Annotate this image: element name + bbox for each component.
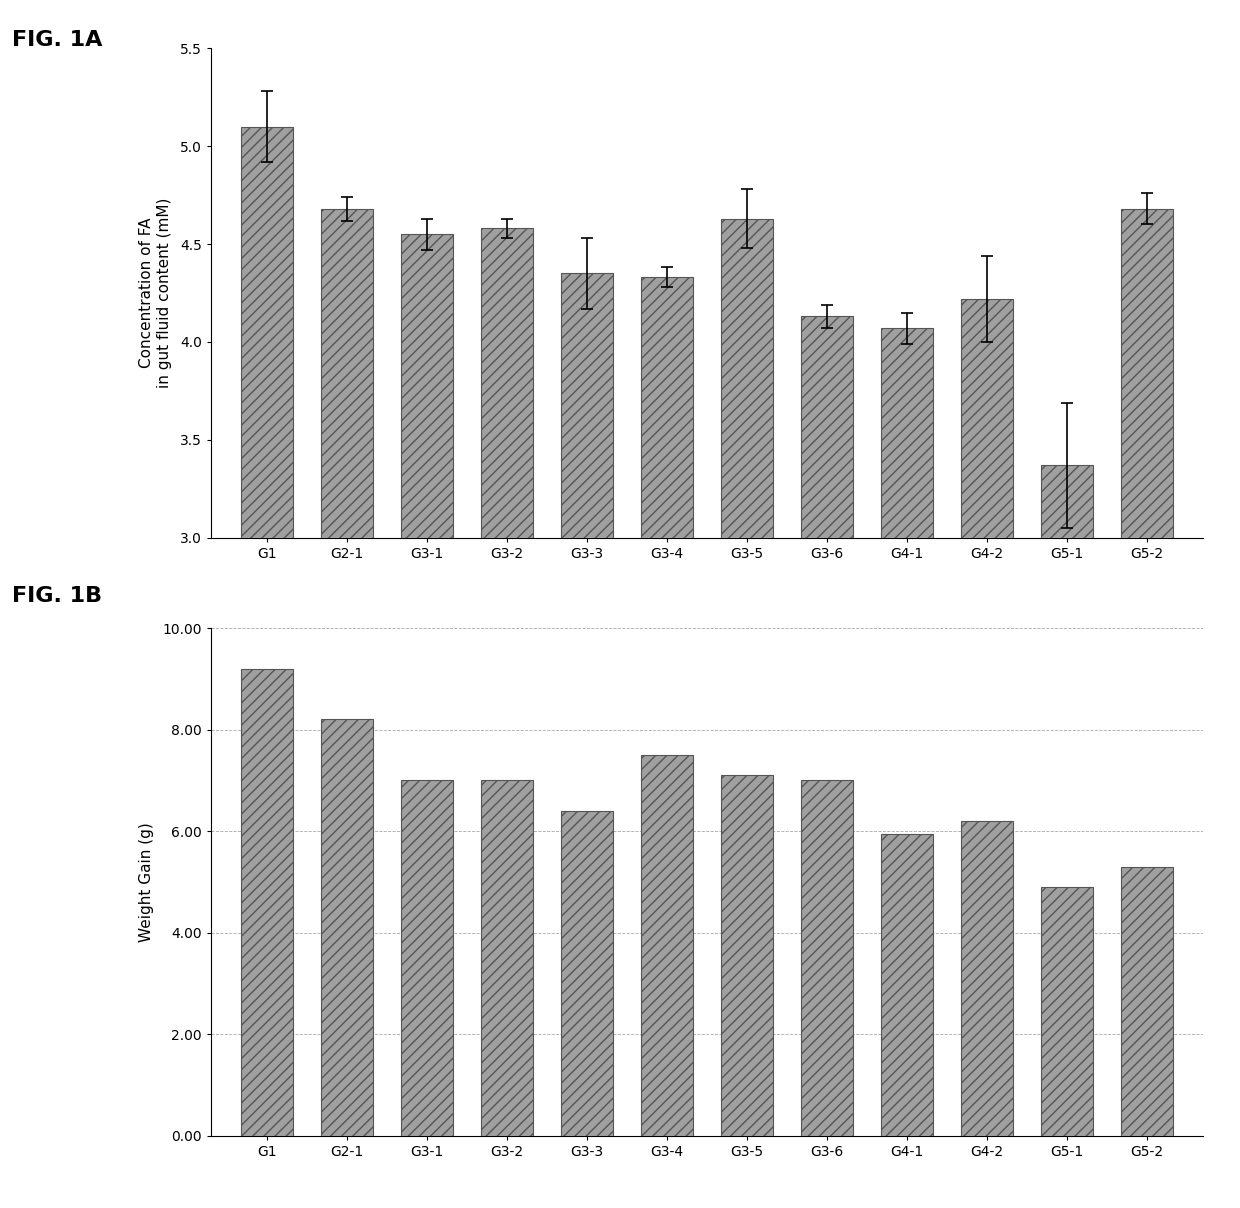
Y-axis label: Weight Gain (g): Weight Gain (g) <box>139 821 154 942</box>
Bar <box>401 234 453 1125</box>
Bar <box>401 780 453 1136</box>
Text: FIG. 1B: FIG. 1B <box>12 586 103 606</box>
Bar <box>1121 866 1173 1136</box>
Bar <box>1121 209 1173 1125</box>
Bar <box>1040 465 1092 1125</box>
Bar <box>1040 887 1092 1136</box>
Bar <box>720 219 773 1125</box>
Bar <box>481 780 533 1136</box>
Bar <box>321 209 373 1125</box>
Bar <box>481 228 533 1125</box>
Bar <box>720 776 773 1136</box>
Bar <box>801 316 853 1125</box>
Bar <box>560 811 613 1136</box>
Bar <box>241 669 293 1136</box>
Bar <box>961 298 1013 1125</box>
Y-axis label: Concentration of FA
in gut fluid content (mM): Concentration of FA in gut fluid content… <box>139 198 171 388</box>
Bar <box>801 780 853 1136</box>
Bar <box>641 278 693 1125</box>
Text: FIG. 1A: FIG. 1A <box>12 30 103 51</box>
Bar <box>321 720 373 1136</box>
Bar <box>241 127 293 1125</box>
Bar <box>961 821 1013 1136</box>
Bar <box>880 834 932 1136</box>
Bar <box>641 755 693 1136</box>
Bar <box>560 273 613 1125</box>
Bar <box>880 329 932 1125</box>
